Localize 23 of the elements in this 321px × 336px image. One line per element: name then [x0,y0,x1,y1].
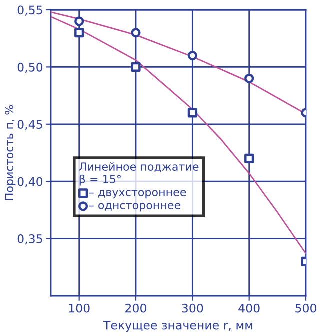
point [188,50,198,61]
x-tick-label: 200 [126,304,146,313]
point [74,28,84,38]
legend-label: – двухстороннее [89,190,186,199]
x-axis-title: Текущее значение r, мм [103,320,252,332]
x-tick-label: 300 [182,304,204,313]
y-tick-label: 0,50 [18,62,43,74]
point [74,16,84,26]
point [131,62,141,72]
point [244,74,254,84]
x-tick-label: 400 [238,304,260,313]
y-tick-label: 0,45 [18,120,42,130]
legend-label: – однстороннее [89,203,181,212]
y-axis-title: Пористость п, % [5,105,16,200]
x-tick-label: 500 [296,304,316,313]
y-tick-label: 0,40 [18,177,43,188]
point [188,108,198,118]
point [131,28,141,38]
y-tick-label: 0,35 [18,234,42,245]
legend-title: Линейное поджатие β = 15° [79,162,199,186]
point [244,154,254,164]
y-tick-label: 0,55 [18,6,42,16]
x-tick-label: 100 [69,304,90,313]
